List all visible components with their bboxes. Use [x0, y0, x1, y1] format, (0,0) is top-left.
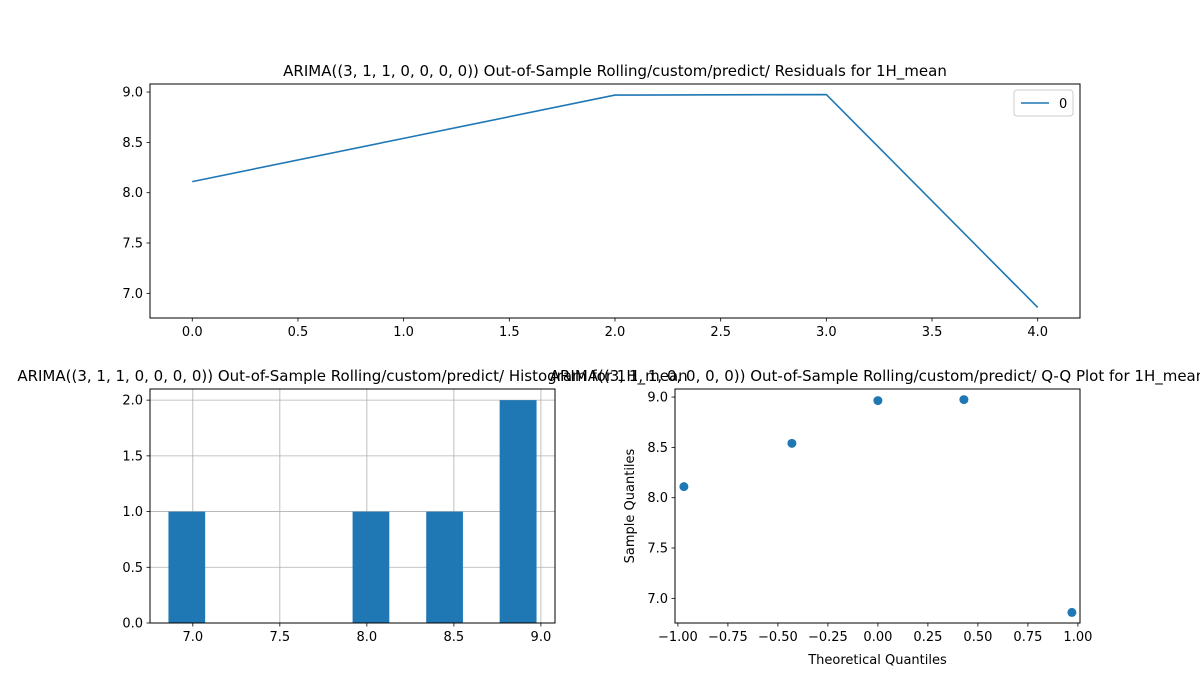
- histogram-x-tick-label: 7.0: [182, 630, 203, 645]
- residuals-x-tick-label: 0.0: [182, 325, 203, 340]
- histogram-panel: 7.0 7.5 8.0 8.5 9.0 0.0 0.5 1.0 1.5 2.0: [122, 388, 556, 645]
- residuals-title: ARIMA((3, 1, 1, 0, 0, 0, 0)) Out-of-Samp…: [283, 62, 947, 81]
- qq-x-axis-label: Theoretical Quantiles: [807, 653, 947, 668]
- qq-title: ARIMA((3, 1, 1, 0, 0, 0, 0)) Out-of-Samp…: [550, 367, 1200, 386]
- qq-x-tick-label: −0.25: [808, 630, 848, 645]
- residuals-y-ticks: 7.0 7.5 8.0 8.5 9.0: [122, 86, 150, 302]
- histogram-x-tick-label: 7.5: [269, 630, 290, 645]
- histogram-y-tick-label: 0.5: [122, 561, 143, 576]
- qq-x-tick-label: 0.00: [863, 630, 892, 645]
- residuals-marks: [192, 93, 1039, 308]
- histogram-bar: [168, 511, 206, 623]
- qq-x-tick-label: 0.25: [913, 630, 942, 645]
- histogram-x-tick-label: 8.5: [444, 630, 465, 645]
- qq-y-axis-label: Sample Quantiles: [623, 448, 638, 563]
- qq-x-tick-label: −1.00: [658, 630, 698, 645]
- residuals-legend: 0: [1013, 89, 1074, 117]
- residuals-y-tick-label: 8.0: [122, 186, 143, 201]
- qq-x-tick-label: 0.75: [1013, 630, 1042, 645]
- residuals-y-tick-label: 9.0: [122, 86, 143, 101]
- histogram-axes-frame: [149, 388, 556, 624]
- residuals-x-tick-label: 3.0: [816, 325, 837, 340]
- residuals-axes-frame: [149, 83, 1081, 319]
- histogram-bar: [352, 511, 390, 623]
- residuals-x-tick-label: 2.5: [710, 325, 731, 340]
- residuals-y-tick-label: 7.0: [122, 287, 143, 302]
- histogram-x-tick-label: 8.0: [357, 630, 378, 645]
- qq-point: [1067, 607, 1077, 617]
- qq-x-tick-label: −0.50: [758, 630, 798, 645]
- histogram-bar: [426, 511, 463, 623]
- residuals-x-tick-label: 1.5: [499, 325, 520, 340]
- residuals-x-tick-label: 1.0: [393, 325, 414, 340]
- qq-y-tick-label: 8.5: [647, 441, 668, 456]
- residuals-x-ticks: 0.0 0.5 1.0 1.5 2.0 2.5 3.0 3.5 4.0: [182, 318, 1048, 340]
- residuals-x-tick-label: 4.0: [1027, 325, 1048, 340]
- residuals-series-line: [192, 93, 1039, 308]
- residuals-x-tick-label: 3.5: [922, 325, 943, 340]
- qq-axes-frame: [674, 388, 1081, 624]
- residuals-y-tick-label: 7.5: [122, 237, 143, 252]
- residuals-x-tick-label: 2.0: [605, 325, 626, 340]
- qq-x-tick-label: 0.50: [963, 630, 992, 645]
- qq-points: [679, 395, 1077, 617]
- residuals-y-tick-label: 8.5: [122, 136, 143, 151]
- histogram-y-tick-label: 0.0: [122, 617, 143, 632]
- qq-point: [873, 396, 883, 406]
- qq-y-tick-label: 9.0: [647, 391, 668, 406]
- histogram-y-tick-label: 1.5: [122, 449, 143, 464]
- qq-y-tick-label: 8.0: [647, 491, 668, 506]
- qq-x-tick-label: 1.00: [1063, 630, 1092, 645]
- histogram-x-ticks: 7.0 7.5 8.0 8.5 9.0: [182, 623, 551, 645]
- residuals-x-tick-label: 0.5: [288, 325, 309, 340]
- histogram-bars: [168, 400, 537, 623]
- qq-y-tick-label: 7.0: [647, 592, 668, 607]
- histogram-y-tick-label: 2.0: [122, 394, 143, 409]
- qq-point: [787, 438, 797, 448]
- qq-x-tick-label: −0.75: [708, 630, 748, 645]
- histogram-x-tick-label: 9.0: [531, 630, 552, 645]
- qq-y-tick-label: 7.5: [647, 542, 668, 557]
- qq-panel: −1.00 −0.75 −0.50 −0.25 0.00 0.25 0.50 0.75 1.00…: [623, 388, 1092, 668]
- legend-label: 0: [1059, 97, 1067, 112]
- histogram-title: ARIMA((3, 1, 1, 0, 0, 0, 0)) Out-of-Samp…: [17, 367, 687, 386]
- qq-y-ticks: 7.0 7.5 8.0 8.5 9.0: [647, 391, 675, 607]
- residuals-panel: ARIMA((3, 1, 1, 0, 0, 0, 0)) Out-of-Samp…: [122, 62, 1081, 340]
- qq-point: [959, 395, 969, 405]
- histogram-y-ticks: 0.0 0.5 1.0 1.5 2.0: [122, 394, 150, 632]
- histogram-bar: [499, 400, 537, 623]
- qq-point: [679, 482, 689, 492]
- histogram-y-tick-label: 1.0: [122, 505, 143, 520]
- qq-x-ticks: −1.00 −0.75 −0.50 −0.25 0.00 0.25 0.50 0.75 1.00: [658, 623, 1092, 645]
